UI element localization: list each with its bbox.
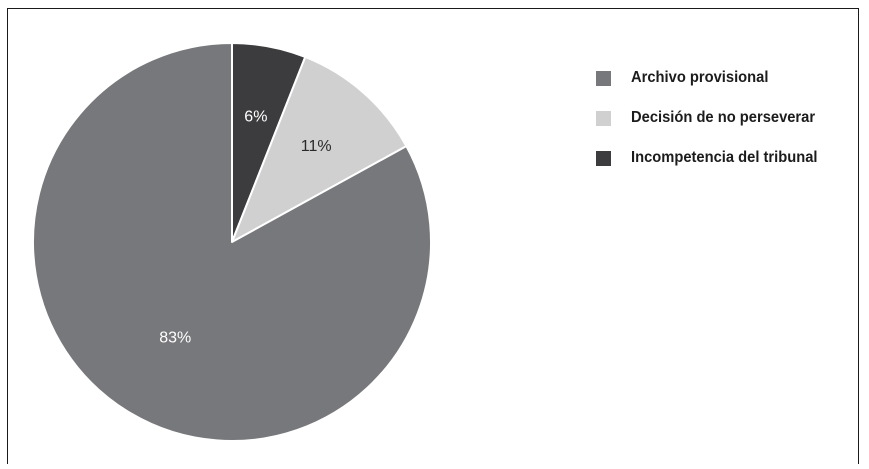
legend-swatch	[596, 70, 611, 86]
legend-item-incompetencia: Incompetencia del tribunal	[596, 138, 834, 178]
legend-item-decision: Decisión de no perseverar	[596, 98, 834, 138]
legend-label: Incompetencia del tribunal	[631, 149, 818, 166]
slice-value-label-1: 11%	[301, 138, 332, 155]
legend-swatch	[596, 150, 611, 166]
legend: Archivo provisional Decisión de no perse…	[596, 58, 834, 178]
legend-swatch	[596, 110, 611, 126]
pie-slice-2	[32, 42, 432, 442]
legend-item-archivo: Archivo provisional	[596, 58, 834, 98]
legend-label: Decisión de no perseverar	[631, 109, 816, 126]
legend-label: Archivo provisional	[631, 69, 769, 86]
slice-value-label-0: 6%	[244, 108, 267, 125]
pie-slice-1	[231, 55, 408, 243]
slice-value-label-2: 83%	[159, 329, 191, 346]
